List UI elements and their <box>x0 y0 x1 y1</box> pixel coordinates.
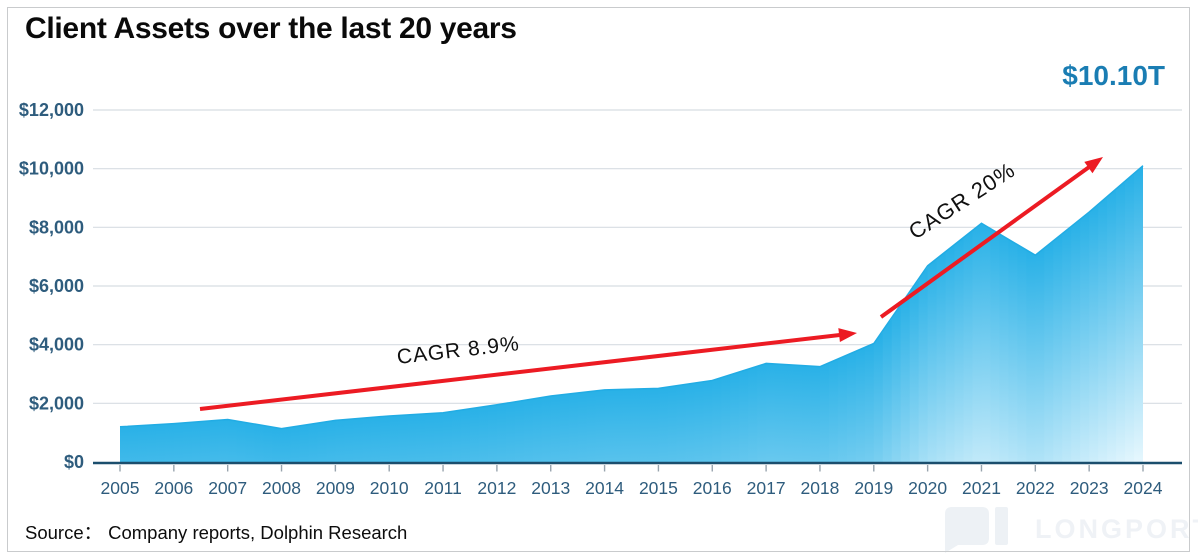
x-tick-label: 2017 <box>747 478 786 498</box>
y-tick-label: $2,000 <box>29 393 84 413</box>
x-tick-label: 2021 <box>962 478 1001 498</box>
area-top-line <box>119 165 1144 430</box>
longport-watermark: LONGPORT <box>943 504 1198 554</box>
source-text: Company reports, Dolphin Research <box>108 522 408 543</box>
x-tick-label: 2013 <box>531 478 570 498</box>
source-label: Source： <box>25 522 103 543</box>
area-fill <box>119 165 1144 463</box>
y-tick-label: $10,000 <box>19 159 84 179</box>
x-tick-label: 2024 <box>1124 478 1163 498</box>
cagr-annotation-label: CAGR 8.9% <box>396 332 521 369</box>
x-tick-label: 2012 <box>477 478 516 498</box>
x-tick-label: 2019 <box>854 478 893 498</box>
chart-title: Client Assets over the last 20 years <box>25 12 517 45</box>
x-tick-label: 2011 <box>424 478 462 498</box>
y-tick-label: $6,000 <box>29 276 84 296</box>
latest-value-label: $10.10T <box>1062 60 1165 91</box>
y-tick-label: $12,000 <box>19 100 84 120</box>
y-tick-label: $4,000 <box>29 335 84 355</box>
x-tick-label: 2007 <box>208 478 247 498</box>
x-tick-label: 2020 <box>908 478 947 498</box>
x-tick-label: 2016 <box>693 478 732 498</box>
longport-logo-icon <box>945 507 1008 553</box>
x-tick-label: 2014 <box>585 478 624 498</box>
x-tick-label: 2009 <box>316 478 355 498</box>
y-tick-label: $0 <box>64 452 84 472</box>
x-tick-label: 2010 <box>370 478 409 498</box>
source-note: Source： Company reports, Dolphin Research <box>25 519 407 545</box>
x-tick-label: 2018 <box>800 478 839 498</box>
x-tick-label: 2015 <box>639 478 678 498</box>
x-tick-label: 2022 <box>1016 478 1055 498</box>
x-tick-label: 2005 <box>101 478 140 498</box>
x-tick-label: 2008 <box>262 478 301 498</box>
x-tick-label: 2006 <box>154 478 193 498</box>
x-tick-label: 2023 <box>1070 478 1109 498</box>
x-axis: 2005 2006 2007 2008 2009 2010 2011 2012 2013 2014… <box>93 461 1182 498</box>
y-tick-label: $8,000 <box>29 217 84 237</box>
watermark-text: LONGPORT <box>1035 513 1198 544</box>
